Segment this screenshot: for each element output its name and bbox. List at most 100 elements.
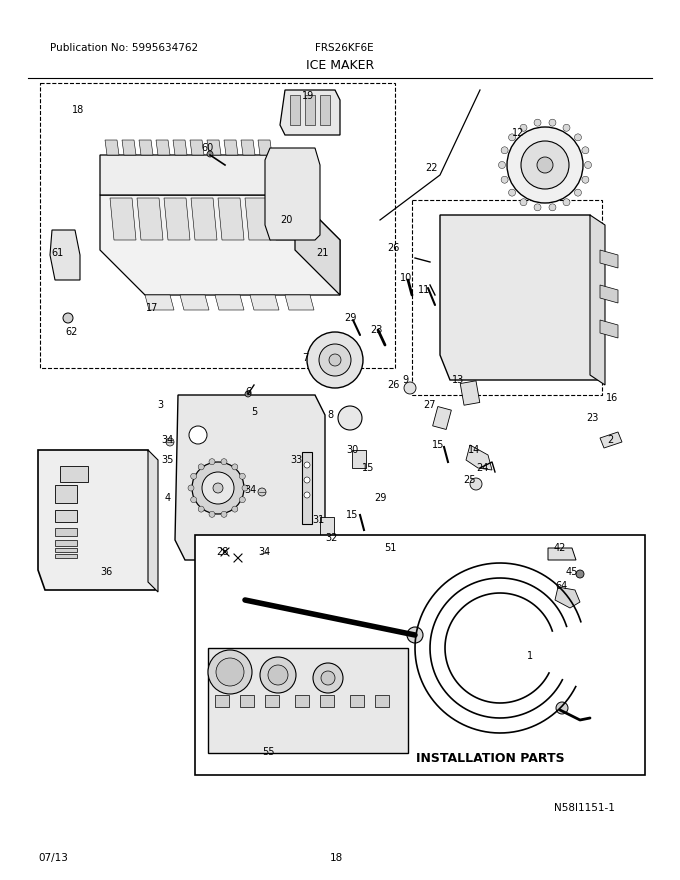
Circle shape xyxy=(208,650,252,694)
Bar xyxy=(320,695,334,707)
Text: 23: 23 xyxy=(585,413,598,423)
Bar xyxy=(55,485,77,503)
Polygon shape xyxy=(105,140,119,155)
Circle shape xyxy=(190,473,197,480)
Polygon shape xyxy=(245,198,271,240)
Polygon shape xyxy=(173,140,187,155)
Polygon shape xyxy=(191,198,217,240)
Polygon shape xyxy=(137,198,163,240)
Polygon shape xyxy=(590,215,605,385)
Bar xyxy=(290,95,300,125)
Polygon shape xyxy=(600,250,618,268)
Circle shape xyxy=(209,511,215,517)
Bar xyxy=(55,554,77,558)
Circle shape xyxy=(304,477,310,483)
Circle shape xyxy=(563,199,570,206)
Circle shape xyxy=(304,462,310,468)
Circle shape xyxy=(232,506,238,512)
Polygon shape xyxy=(139,140,153,155)
Bar xyxy=(350,695,364,707)
Circle shape xyxy=(582,147,589,154)
Text: 30: 30 xyxy=(346,445,358,455)
Circle shape xyxy=(221,511,227,517)
Bar xyxy=(40,83,395,368)
Text: 18: 18 xyxy=(72,105,84,115)
Polygon shape xyxy=(218,198,244,240)
Bar xyxy=(55,510,77,522)
Polygon shape xyxy=(241,140,255,155)
Circle shape xyxy=(507,127,583,203)
Polygon shape xyxy=(466,445,492,470)
Circle shape xyxy=(207,151,213,157)
Circle shape xyxy=(189,426,207,444)
Text: 34: 34 xyxy=(258,547,270,557)
Text: 33: 33 xyxy=(290,455,302,465)
Text: 10: 10 xyxy=(400,273,412,283)
Polygon shape xyxy=(175,395,325,560)
Circle shape xyxy=(245,391,251,397)
Text: 34: 34 xyxy=(244,485,256,495)
Bar xyxy=(265,695,279,707)
Text: 2: 2 xyxy=(607,435,613,445)
Text: 24: 24 xyxy=(476,463,488,473)
Bar xyxy=(55,528,77,536)
Circle shape xyxy=(307,332,363,388)
Text: 45: 45 xyxy=(566,567,578,577)
Circle shape xyxy=(582,176,589,183)
Circle shape xyxy=(534,204,541,211)
Polygon shape xyxy=(50,230,80,280)
Text: 14: 14 xyxy=(468,445,480,455)
Polygon shape xyxy=(460,381,480,405)
Circle shape xyxy=(407,627,423,643)
Circle shape xyxy=(209,458,215,465)
Text: 9: 9 xyxy=(402,375,408,385)
Text: N58I1151-1: N58I1151-1 xyxy=(554,803,615,813)
Circle shape xyxy=(166,438,174,446)
Circle shape xyxy=(321,671,335,685)
Bar xyxy=(208,648,408,753)
Bar xyxy=(412,200,602,395)
Text: 35: 35 xyxy=(162,455,174,465)
Text: 25: 25 xyxy=(464,475,476,485)
Text: 18: 18 xyxy=(329,853,343,863)
Text: 7: 7 xyxy=(302,353,308,363)
Circle shape xyxy=(520,199,527,206)
Bar xyxy=(295,695,309,707)
Text: 07/13: 07/13 xyxy=(38,853,68,863)
Polygon shape xyxy=(110,198,136,240)
Circle shape xyxy=(537,157,553,173)
Text: 26: 26 xyxy=(387,380,399,390)
Text: 15: 15 xyxy=(362,463,374,473)
Polygon shape xyxy=(100,155,295,195)
Polygon shape xyxy=(207,140,221,155)
Circle shape xyxy=(509,134,515,141)
Circle shape xyxy=(190,496,197,502)
Circle shape xyxy=(576,570,584,578)
Circle shape xyxy=(213,483,223,493)
Circle shape xyxy=(329,354,341,366)
Text: 19: 19 xyxy=(302,91,314,101)
Polygon shape xyxy=(352,450,366,468)
Bar xyxy=(240,695,254,707)
Bar xyxy=(195,535,645,775)
Circle shape xyxy=(268,665,288,685)
Text: 29: 29 xyxy=(374,493,386,503)
Polygon shape xyxy=(190,140,204,155)
Text: 26: 26 xyxy=(387,243,399,253)
Circle shape xyxy=(563,124,570,131)
Circle shape xyxy=(198,506,204,512)
Circle shape xyxy=(404,382,416,394)
Polygon shape xyxy=(156,140,170,155)
Text: 36: 36 xyxy=(100,567,112,577)
Circle shape xyxy=(549,204,556,211)
Text: 20: 20 xyxy=(279,215,292,225)
Circle shape xyxy=(260,657,296,693)
Circle shape xyxy=(575,134,581,141)
Text: 6: 6 xyxy=(245,387,251,397)
Polygon shape xyxy=(600,320,618,338)
Circle shape xyxy=(520,124,527,131)
Circle shape xyxy=(585,162,592,168)
Text: 62: 62 xyxy=(66,327,78,337)
Text: 60: 60 xyxy=(202,143,214,153)
Circle shape xyxy=(319,344,351,376)
